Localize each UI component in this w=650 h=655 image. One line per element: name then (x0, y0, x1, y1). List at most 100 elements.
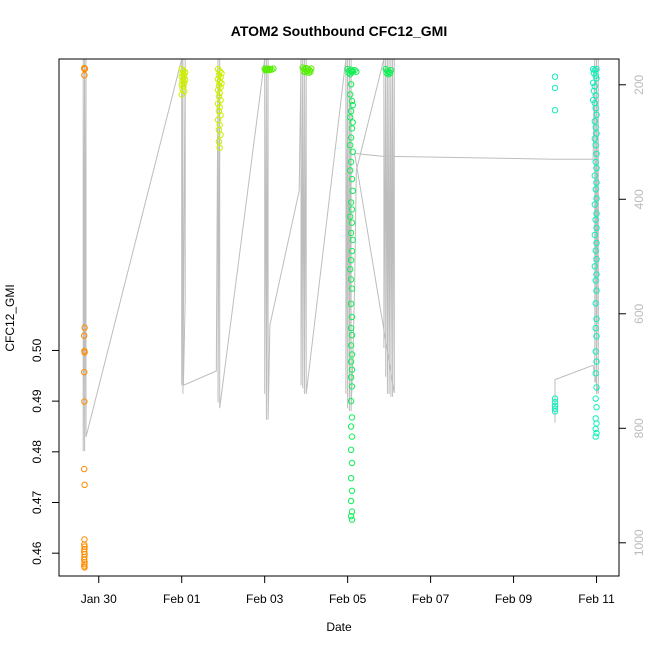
data-point (347, 81, 355, 88)
data-point (347, 167, 354, 174)
series-4 (344, 65, 395, 523)
data-point (179, 70, 186, 77)
data-point (348, 69, 356, 76)
data-point (348, 366, 356, 373)
y-tick-label: 0.50 (30, 338, 44, 362)
y-axis: 0.46 0.47 0.48 0.49 0.50 (30, 338, 59, 565)
secondary-y-axis: 200 400 600 800 1000 (619, 74, 646, 556)
data-point (592, 216, 599, 223)
data-point (593, 315, 600, 323)
data-point (348, 206, 356, 213)
x-tick-label: Feb 11 (578, 592, 615, 606)
data-point (592, 348, 599, 355)
data-point (81, 561, 88, 568)
data-points (81, 64, 600, 571)
data-point (591, 135, 598, 142)
y2-tick-label: 600 (632, 303, 646, 323)
data-point (591, 231, 598, 239)
data-point (593, 210, 600, 217)
data-point (551, 398, 559, 406)
x-tick-label: Feb 07 (412, 592, 450, 606)
x-tick-label: Feb 05 (329, 592, 367, 606)
data-point (591, 201, 598, 208)
data-point (347, 134, 355, 141)
data-point (81, 481, 88, 488)
data-point (347, 199, 355, 206)
data-point (217, 131, 224, 139)
y-tick-label: 0.46 (30, 541, 44, 565)
data-point (593, 179, 600, 186)
data-point (593, 164, 600, 172)
data-point (593, 111, 600, 119)
data-point (591, 83, 598, 90)
data-point (347, 324, 355, 332)
data-point (347, 71, 354, 78)
data-point (348, 332, 356, 339)
data-point (551, 73, 559, 80)
data-point (589, 79, 597, 87)
data-point (348, 219, 356, 226)
data-point (349, 236, 356, 244)
y-tick-label: 0.47 (30, 490, 44, 514)
data-point (81, 349, 88, 356)
data-point (593, 404, 600, 411)
data-point (592, 300, 599, 307)
data-point (178, 81, 185, 89)
data-point (349, 187, 356, 195)
data-point (592, 186, 599, 193)
data-point (81, 564, 88, 571)
data-point (593, 271, 600, 278)
data-point (347, 108, 355, 115)
data-point (180, 67, 187, 74)
data-point (593, 384, 600, 391)
data-point (214, 86, 222, 94)
data-point (178, 73, 185, 80)
data-point (349, 148, 356, 156)
pressure-track-line (82, 58, 599, 452)
x-tick-label: Jan 30 (81, 592, 117, 606)
data-point (592, 92, 599, 99)
data-point (593, 224, 600, 232)
series-5 (551, 65, 600, 440)
data-point (178, 65, 185, 73)
data-point (592, 425, 599, 433)
data-point (593, 358, 600, 365)
data-point (347, 213, 354, 220)
data-point (386, 70, 394, 77)
data-point (353, 68, 360, 75)
data-point (216, 144, 223, 151)
x-axis: Jan 30 Feb 01 Feb 03 Feb 05 Feb 07 Feb 09 Feb … (81, 576, 615, 606)
data-point (551, 405, 559, 412)
data-point (348, 508, 356, 515)
data-point (215, 82, 223, 89)
data-point (348, 383, 356, 390)
data-point (347, 423, 355, 430)
series-3 (261, 64, 315, 76)
data-point (347, 114, 354, 121)
data-point (214, 76, 222, 83)
data-point (270, 65, 277, 72)
data-point (180, 75, 187, 82)
data-point (592, 324, 599, 332)
data-point (215, 138, 223, 145)
data-point (347, 91, 354, 98)
data-point (347, 446, 355, 453)
data-point (216, 89, 223, 97)
x-axis-label: Date (326, 620, 352, 634)
data-point (215, 72, 223, 79)
data-point (551, 107, 559, 114)
y2-tick-label: 1000 (632, 529, 646, 556)
data-point (592, 72, 599, 79)
data-point (81, 398, 88, 405)
data-point (347, 513, 355, 520)
data-point (347, 358, 355, 365)
data-point (592, 433, 599, 440)
data-point (347, 257, 355, 264)
data-point (593, 75, 600, 82)
data-point (592, 395, 599, 402)
data-point (593, 150, 600, 158)
data-point (81, 324, 88, 331)
x-tick-label: Feb 09 (495, 592, 533, 606)
data-point (592, 247, 599, 254)
